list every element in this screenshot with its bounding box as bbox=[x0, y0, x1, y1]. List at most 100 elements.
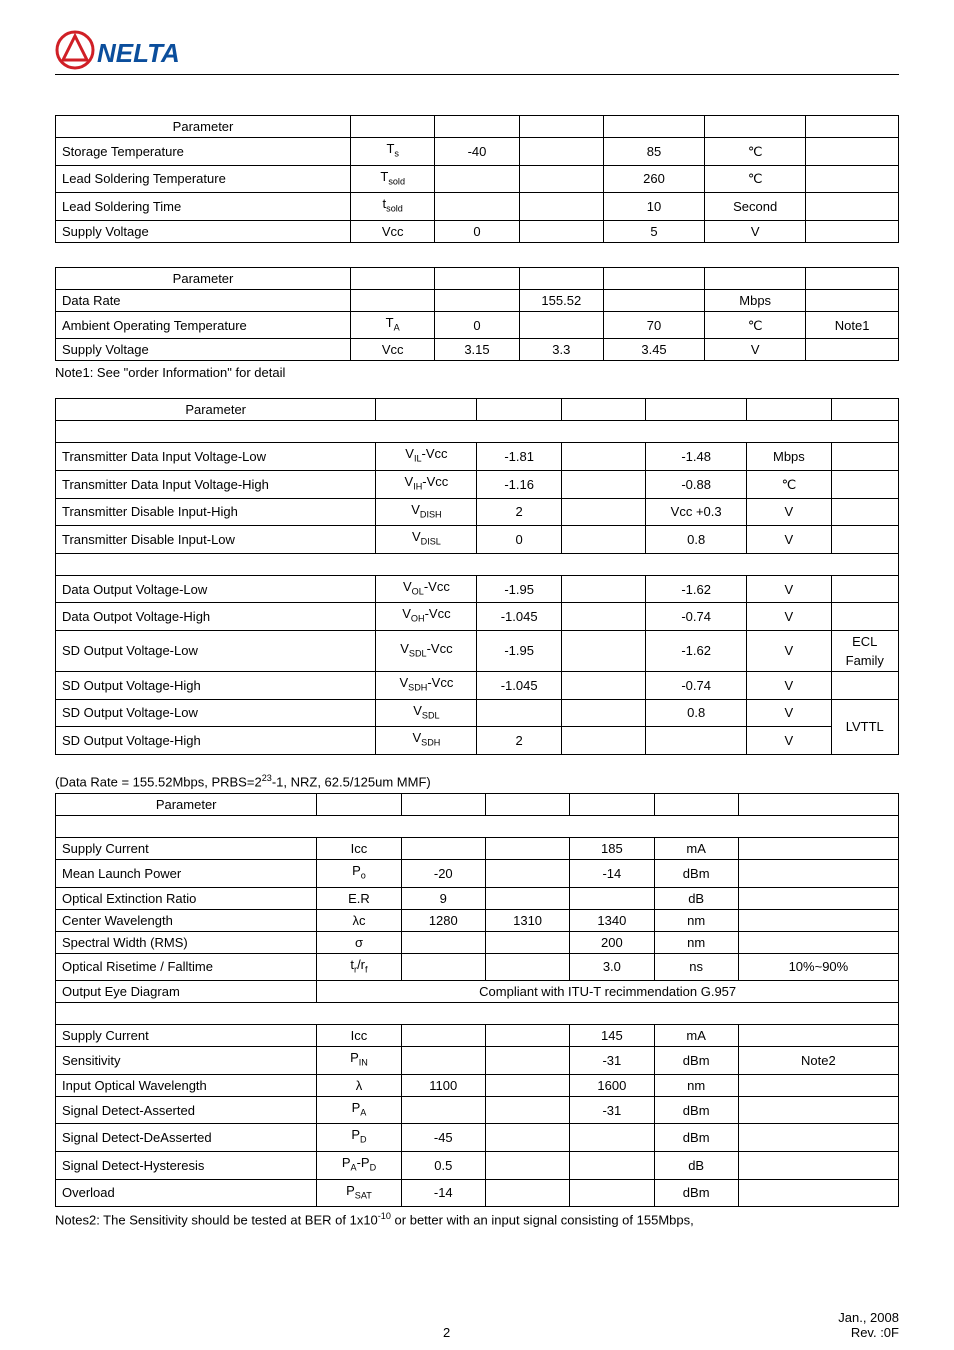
param-cell: Signal Detect-Hysteresis bbox=[56, 1152, 317, 1180]
symbol-cell: PIN bbox=[317, 1047, 401, 1075]
note-cell bbox=[831, 443, 898, 471]
unit-cell: Mbps bbox=[747, 443, 831, 471]
table-row: OverloadPSAT-14dBm bbox=[56, 1179, 899, 1207]
table-row: Supply CurrentIcc145mA bbox=[56, 1025, 899, 1047]
min-cell bbox=[477, 699, 561, 727]
note-cell bbox=[738, 909, 898, 931]
max-cell: -0.88 bbox=[646, 470, 747, 498]
typ-cell bbox=[561, 526, 645, 554]
min-cell: 0 bbox=[477, 526, 561, 554]
param-cell: Signal Detect-Asserted bbox=[56, 1096, 317, 1124]
note-cell bbox=[738, 887, 898, 909]
symbol-cell: Po bbox=[317, 860, 401, 888]
electrical-table: ParameterTransmitter Data Input Voltage-… bbox=[55, 398, 899, 754]
table-row: Data Output Voltage-LowVOL-Vcc-1.95-1.62… bbox=[56, 575, 899, 603]
colspan-note-cell: Compliant with ITU-T recimmendation G.95… bbox=[317, 981, 899, 1003]
unit-cell: mA bbox=[654, 1025, 738, 1047]
max-cell: 145 bbox=[570, 1025, 654, 1047]
note-cell bbox=[738, 1179, 898, 1207]
param-cell: Data Rate bbox=[56, 289, 351, 311]
min-cell: 2 bbox=[477, 727, 561, 755]
min-cell: -1.045 bbox=[477, 603, 561, 631]
symbol-cell: VSDH bbox=[376, 727, 477, 755]
typ-cell bbox=[485, 887, 569, 909]
svg-text:NELTA: NELTA bbox=[97, 38, 180, 68]
symbol-cell: E.R bbox=[317, 887, 401, 909]
max-cell: -0.74 bbox=[646, 671, 747, 699]
param-cell: SD Output Voltage-Low bbox=[56, 630, 376, 671]
max-cell: 0.8 bbox=[646, 526, 747, 554]
table-row: Optical Extinction RatioE.R9dB bbox=[56, 887, 899, 909]
table-header-cell bbox=[435, 116, 519, 138]
typ-cell bbox=[519, 311, 603, 339]
table-row: Transmitter Data Input Voltage-HighVIH-V… bbox=[56, 470, 899, 498]
param-cell: Transmitter Data Input Voltage-High bbox=[56, 470, 376, 498]
note-cell bbox=[806, 289, 899, 311]
recommended-table: ParameterData Rate155.52MbpsAmbient Oper… bbox=[55, 267, 899, 362]
unit-cell: V bbox=[705, 220, 806, 242]
table-row: SD Output Voltage-HighVSDH-Vcc-1.045-0.7… bbox=[56, 671, 899, 699]
symbol-cell: λc bbox=[317, 909, 401, 931]
symbol-cell: λ bbox=[317, 1074, 401, 1096]
document-page: NELTA ParameterStorage TemperatureTs-408… bbox=[0, 0, 954, 1350]
min-cell: -1.95 bbox=[477, 630, 561, 671]
min-cell: -40 bbox=[435, 138, 519, 166]
max-cell bbox=[570, 887, 654, 909]
subheader-cell bbox=[56, 816, 899, 838]
table-header-cell bbox=[351, 116, 435, 138]
typ-cell bbox=[485, 838, 569, 860]
min-cell: 1100 bbox=[401, 1074, 485, 1096]
table-header-cell bbox=[351, 267, 435, 289]
unit-cell: ℃ bbox=[705, 165, 806, 193]
note-cell bbox=[738, 1152, 898, 1180]
table-header-cell bbox=[738, 794, 898, 816]
unit-cell: dB bbox=[654, 1152, 738, 1180]
table-header-cell bbox=[570, 794, 654, 816]
max-cell bbox=[570, 1179, 654, 1207]
param-cell: Storage Temperature bbox=[56, 138, 351, 166]
param-cell: Optical Risetime / Falltime bbox=[56, 953, 317, 981]
table-header-cell bbox=[654, 794, 738, 816]
typ-cell bbox=[485, 1096, 569, 1124]
typ-cell bbox=[561, 671, 645, 699]
table-header-cell bbox=[603, 116, 704, 138]
note-cell bbox=[738, 1096, 898, 1124]
typ-cell bbox=[485, 1179, 569, 1207]
symbol-cell: VDISL bbox=[376, 526, 477, 554]
footer-date: Jan., 2008 bbox=[838, 1310, 899, 1325]
max-cell: 0.8 bbox=[646, 699, 747, 727]
param-cell: Lead Soldering Temperature bbox=[56, 165, 351, 193]
unit-cell: nm bbox=[654, 931, 738, 953]
max-cell: -31 bbox=[570, 1096, 654, 1124]
unit-cell: ℃ bbox=[747, 470, 831, 498]
unit-cell: V bbox=[747, 699, 831, 727]
min-cell: -1.81 bbox=[477, 443, 561, 471]
table4-title: (Data Rate = 155.52Mbps, PRBS=223-1, NRZ… bbox=[55, 773, 899, 789]
max-cell bbox=[603, 289, 704, 311]
max-cell: 3.0 bbox=[570, 953, 654, 981]
param-cell: Supply Current bbox=[56, 838, 317, 860]
unit-cell: ℃ bbox=[705, 138, 806, 166]
max-cell: -0.74 bbox=[646, 603, 747, 631]
note-cell bbox=[806, 138, 899, 166]
typ-cell bbox=[519, 193, 603, 221]
unit-cell: V bbox=[747, 575, 831, 603]
min-cell: -1.16 bbox=[477, 470, 561, 498]
note-cell: 10%~90% bbox=[738, 953, 898, 981]
symbol-cell bbox=[351, 289, 435, 311]
table-header-cell bbox=[603, 267, 704, 289]
min-cell bbox=[435, 165, 519, 193]
unit-cell: dBm bbox=[654, 1047, 738, 1075]
max-cell: -14 bbox=[570, 860, 654, 888]
param-cell: Output Eye Diagram bbox=[56, 981, 317, 1003]
typ-cell bbox=[485, 931, 569, 953]
table-row: Ambient Operating TemperatureTA070℃Note1 bbox=[56, 311, 899, 339]
unit-cell: ℃ bbox=[705, 311, 806, 339]
note-cell bbox=[831, 603, 898, 631]
symbol-cell: PA-PD bbox=[317, 1152, 401, 1180]
typ-cell bbox=[485, 1152, 569, 1180]
note-cell bbox=[738, 860, 898, 888]
max-cell: 5 bbox=[603, 220, 704, 242]
subheader-row bbox=[56, 421, 899, 443]
unit-cell: V bbox=[747, 671, 831, 699]
